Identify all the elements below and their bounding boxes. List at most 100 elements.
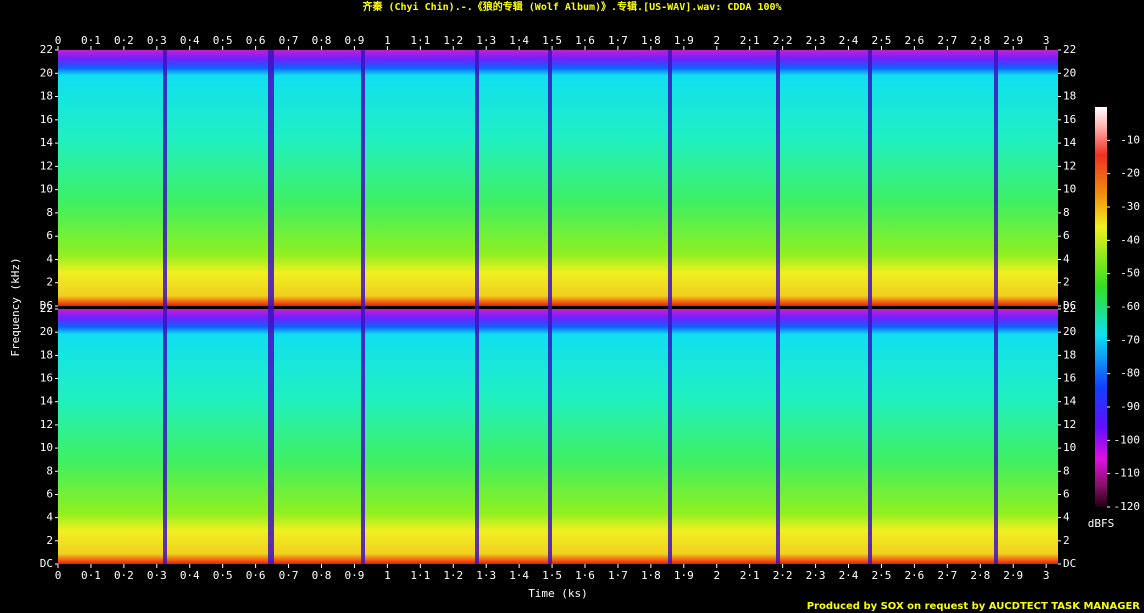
y-tick-label-left: 6 [46, 487, 53, 500]
y-tick-label-left: DC [40, 299, 53, 312]
y-tick-label-right: 10 [1063, 441, 1076, 454]
x-tick-label-bottom: 1·3 [476, 569, 496, 582]
y-tick-label-right: 6 [1063, 229, 1070, 242]
x-tick-label-bottom: 0·1 [81, 569, 101, 582]
x-tick-label-bottom: 0 [55, 569, 62, 582]
x-tick-label-top: 1·3 [476, 34, 496, 47]
y-axis-label: Frequency (kHz) [9, 257, 22, 356]
y-tick-label-right: 10 [1063, 183, 1076, 196]
y-tick-label-right: DC [1063, 299, 1076, 312]
x-tick-label-bottom: 1·9 [674, 569, 694, 582]
x-tick-label-bottom: 2·1 [740, 569, 760, 582]
y-tick-label-right: 18 [1063, 90, 1076, 103]
x-tick-label-top: 0·1 [81, 34, 101, 47]
y-tick-label-right: 20 [1063, 325, 1076, 338]
spectrogram-channel-2 [58, 309, 1058, 564]
y-tick-label-right: 14 [1063, 395, 1077, 408]
y-tick-label-right: 12 [1063, 159, 1076, 172]
y-tick-label-left: 12 [40, 418, 53, 431]
x-tick-label-top: 1·5 [542, 34, 562, 47]
x-tick-label-top: 0·3 [147, 34, 167, 47]
x-tick-label-bottom: 0·7 [279, 569, 299, 582]
x-tick-label-bottom: 2·8 [970, 569, 990, 582]
x-tick-label-bottom: 2·5 [872, 569, 892, 582]
y-tick-label-right: 4 [1063, 511, 1070, 524]
colorbar-tick-label: -60 [1120, 300, 1140, 313]
x-tick-label-bottom: 3 [1043, 569, 1050, 582]
x-tick-label-bottom: 1·7 [608, 569, 628, 582]
y-tick-label-left: 10 [40, 441, 53, 454]
x-tick-label-top: 0 [55, 34, 62, 47]
x-tick-label-bottom: 2·7 [937, 569, 957, 582]
y-tick-label-left: 14 [40, 395, 54, 408]
x-tick-label-top: 2·9 [1003, 34, 1023, 47]
x-tick-label-bottom: 0·2 [114, 569, 134, 582]
y-tick-label-left: 8 [46, 206, 53, 219]
x-tick-label-bottom: 0·6 [246, 569, 266, 582]
x-tick-label-bottom: 1·4 [509, 569, 529, 582]
y-tick-label-left: 4 [46, 511, 53, 524]
x-tick-label-top: 2·7 [937, 34, 957, 47]
credit: Produced by SOX on request by AUCDTECT T… [807, 601, 1141, 612]
y-tick-label-left: 12 [40, 159, 53, 172]
x-tick-label-bottom: 0·5 [213, 569, 233, 582]
x-tick-label-top: 0·9 [345, 34, 365, 47]
x-tick-label-bottom: 2·2 [773, 569, 793, 582]
y-tick-label-left: 10 [40, 183, 53, 196]
x-tick-label-top: 3 [1043, 34, 1050, 47]
x-tick-label-top: 2·1 [740, 34, 760, 47]
y-tick-label-right: 16 [1063, 113, 1076, 126]
y-tick-label-left: 16 [40, 113, 53, 126]
x-tick-label-bottom: 1·6 [575, 569, 595, 582]
x-tick-label-top: 0·6 [246, 34, 266, 47]
x-tick-label-top: 2 [713, 34, 720, 47]
colorbar-tick-label: -90 [1120, 400, 1140, 413]
x-tick-label-bottom: 2 [713, 569, 720, 582]
colorbar-tick-label: -100 [1114, 433, 1141, 446]
y-tick-label-right: 12 [1063, 418, 1076, 431]
y-tick-label-left: 18 [40, 90, 53, 103]
y-tick-label-left: 8 [46, 464, 53, 477]
chart-title: 齐秦 (Chyi Chin).-.《狼的专辑 (Wolf Album)》.专辑.… [362, 0, 781, 13]
x-tick-label-top: 0·2 [114, 34, 134, 47]
colorbar-tick-label: -120 [1114, 500, 1141, 513]
x-tick-label-bottom: 1·2 [443, 569, 463, 582]
x-tick-label-bottom: 2·6 [904, 569, 924, 582]
y-tick-label-right: 2 [1063, 276, 1070, 289]
y-tick-label-right: 8 [1063, 206, 1070, 219]
colorbar-tick-label: -20 [1120, 167, 1140, 180]
x-tick-label-bottom: 1·5 [542, 569, 562, 582]
x-tick-label-bottom: 0·3 [147, 569, 167, 582]
track-gaps [163, 50, 998, 564]
y-tick-label-left: 16 [40, 372, 53, 385]
y-tick-label-right: DC [1063, 557, 1076, 570]
x-tick-label-top: 2·4 [839, 34, 859, 47]
y-tick-label-left: 6 [46, 229, 53, 242]
y-tick-label-left: 18 [40, 348, 53, 361]
colorbar-tick-label: -10 [1120, 133, 1140, 146]
x-tick-label-top: 2·5 [872, 34, 892, 47]
colorbar [1095, 107, 1107, 507]
x-tick-label-top: 2·3 [806, 34, 826, 47]
x-tick-label-top: 1·2 [443, 34, 463, 47]
y-tick-label-left: 22 [40, 43, 53, 56]
x-axis-label: Time (ks) [528, 587, 588, 600]
x-tick-label-top: 1 [384, 34, 391, 47]
x-tick-label-bottom: 0·4 [180, 569, 200, 582]
x-tick-label-bottom: 1·8 [641, 569, 661, 582]
y-tick-label-right: 6 [1063, 487, 1070, 500]
x-tick-label-top: 0·4 [180, 34, 200, 47]
colorbar-tick-label: -50 [1120, 267, 1140, 280]
y-tick-label-left: 20 [40, 66, 53, 79]
x-tick-label-top: 1·4 [509, 34, 529, 47]
x-tick-label-top: 2·8 [970, 34, 990, 47]
x-tick-label-bottom: 1·1 [410, 569, 430, 582]
y-tick-label-right: 4 [1063, 252, 1070, 265]
x-tick-label-top: 1·7 [608, 34, 628, 47]
colorbar-tick-label: -30 [1120, 200, 1140, 213]
y-tick-label-left: 4 [46, 252, 53, 265]
spectrogram-channel-1 [58, 50, 1058, 306]
x-tick-label-top: 2·2 [773, 34, 793, 47]
x-tick-label-top: 1·1 [410, 34, 430, 47]
